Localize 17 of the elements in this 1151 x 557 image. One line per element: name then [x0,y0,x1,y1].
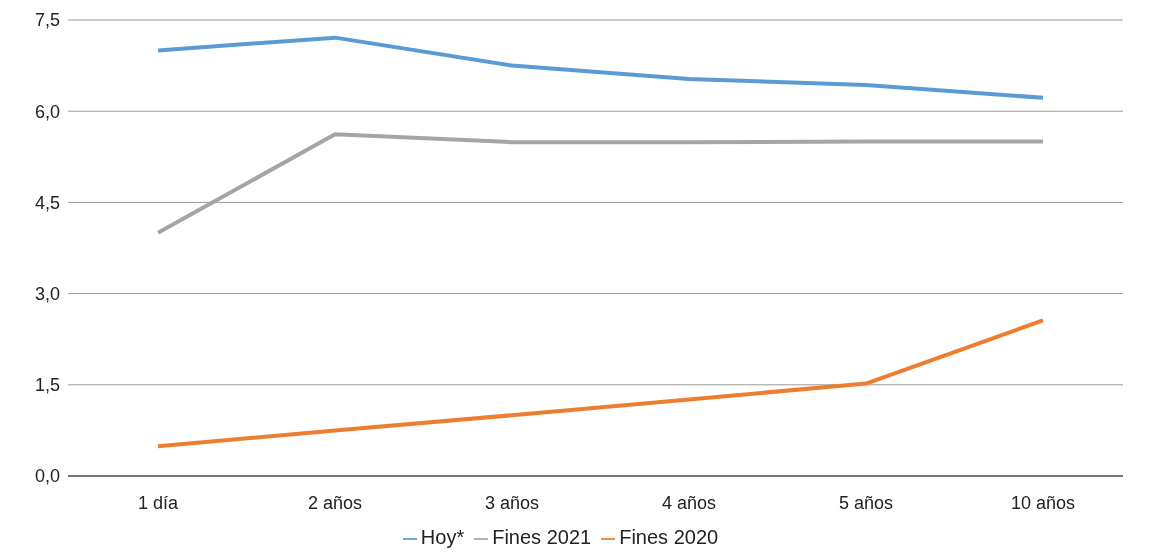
legend-label: Fines 2020 [619,526,719,548]
x-tick-label: 10 años [1010,492,1076,513]
legend-label: Hoy* [420,526,465,548]
y-tick-label: 0,0 [34,466,60,487]
legend-label: Fines 2021 [492,526,592,548]
y-tick-label: 7,5 [34,10,60,31]
y-tick-label: 1,5 [34,375,60,396]
x-tick-label: 2 años [307,492,363,513]
line-series [156,318,1045,449]
x-tick-label: 3 años [484,492,540,513]
y-tick-label: 4,5 [34,192,60,213]
y-tick-label: 3,0 [34,283,60,304]
x-tick-label: 4 años [661,492,717,513]
x-tick-label: 1 día [137,492,179,513]
line-series [156,35,1045,100]
y-tick-label: 6,0 [34,101,60,122]
x-tick-label: 5 años [838,492,894,513]
